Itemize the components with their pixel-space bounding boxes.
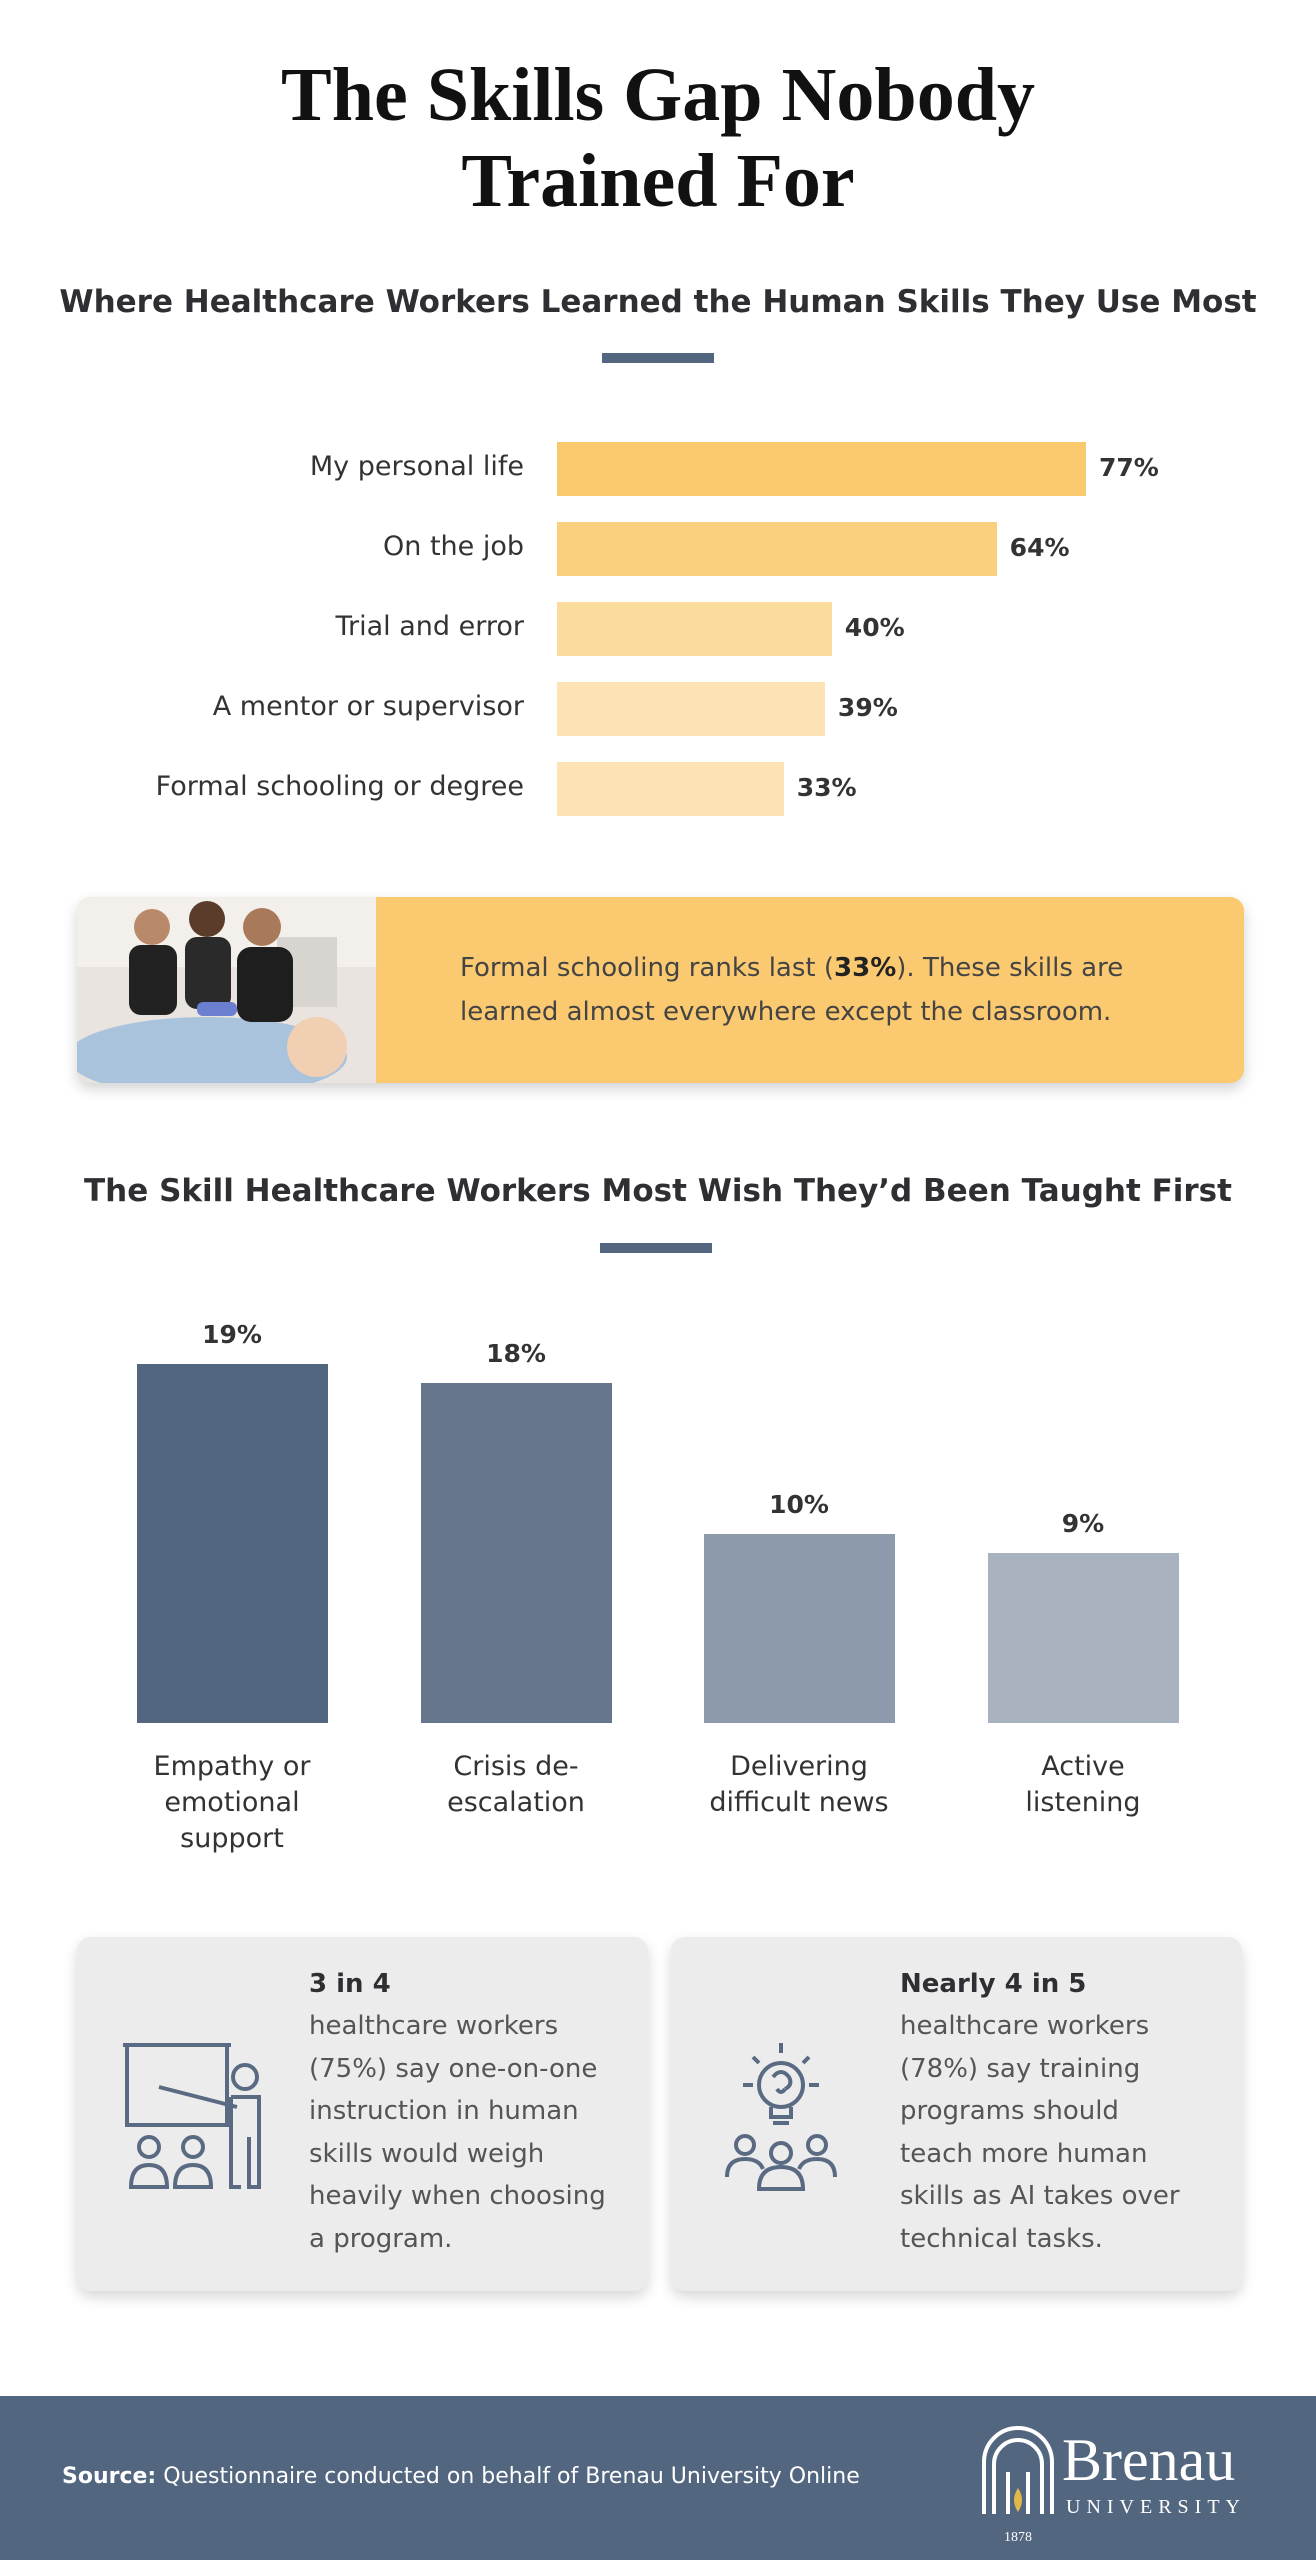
bar: [557, 522, 997, 576]
logo-sub: UNIVERSITY: [1066, 2496, 1246, 2518]
logo-year: 1878: [1004, 2530, 1032, 2545]
source-label: Source:: [62, 2464, 157, 2489]
source-line: Source: Questionnaire conducted on behal…: [62, 2464, 860, 2489]
bar: [557, 762, 784, 816]
value-label: 9%: [1061, 1508, 1105, 1538]
value-label: 39%: [837, 693, 898, 722]
category-label: On the job: [383, 531, 524, 562]
ideas-icon: [725, 2043, 837, 2191]
bar: [703, 1534, 895, 1723]
bar: [420, 1382, 612, 1723]
footer: Source: Questionnaire conducted on behal…: [0, 2396, 1316, 2560]
stat-card: Nearly 4 in 5 healthcare workers (78%) s…: [671, 1937, 1242, 2291]
bar: [557, 682, 825, 736]
value-label: 18%: [486, 1338, 546, 1368]
value-label: 19%: [202, 1319, 262, 1349]
category-label: Active listening: [1025, 1751, 1141, 1818]
category-label: Crisis de-escalation: [447, 1751, 585, 1818]
category-label: Formal schooling or degree: [155, 771, 524, 802]
title-rule: [600, 1243, 712, 1253]
stat-heading: 3 in 4: [309, 1969, 391, 1999]
chart-title: Where Healthcare Workers Learned the Hum…: [59, 284, 1257, 320]
logo-name: Brenau: [1062, 2427, 1236, 2493]
category-label: My personal life: [309, 451, 524, 482]
bar: [557, 602, 832, 656]
title-rule: [602, 353, 714, 363]
bar: [557, 442, 1086, 496]
callout-highlight: 33%: [834, 953, 897, 983]
callout-text: Formal schooling ranks last (33%). These…: [460, 946, 1160, 1034]
category-label: Empathy or emotional support: [153, 1751, 311, 1854]
stat-text: healthcare workers (75%) say one-on-one …: [309, 2011, 606, 2254]
callout-photo: [77, 897, 376, 1083]
value-label: 64%: [1009, 533, 1070, 562]
value-label: 10%: [769, 1490, 829, 1519]
stat-text: healthcare workers (78%) say training pr…: [900, 2011, 1180, 2254]
chart-title: The Skill Healthcare Workers Most Wish T…: [84, 1173, 1232, 1209]
category-label: Delivering difficult news: [709, 1751, 889, 1818]
callout-card: [77, 897, 1244, 1083]
stat-card: 3 in 4 healthcare workers (75%) say one-…: [77, 1937, 648, 2291]
category-label: Trial and error: [335, 611, 525, 642]
callout-text-after: ). These skills are learned almost every…: [460, 953, 1124, 1027]
logo-arch: [982, 2426, 1054, 2514]
value-label: 33%: [796, 773, 857, 802]
page-title: The Skills Gap Nobody Trained For: [281, 53, 1035, 223]
stat-heading: Nearly 4 in 5: [900, 1969, 1087, 1999]
category-label: A mentor or supervisor: [212, 691, 524, 722]
bar: [136, 1363, 328, 1723]
value-label: 77%: [1098, 453, 1159, 482]
callout-text-before: Formal schooling ranks last (: [460, 953, 835, 983]
value-label: 40%: [844, 613, 905, 642]
source-text: Questionnaire conducted on behalf of Bre…: [163, 2464, 860, 2489]
bar: [987, 1552, 1179, 1723]
presenter-icon: [123, 2043, 261, 2189]
